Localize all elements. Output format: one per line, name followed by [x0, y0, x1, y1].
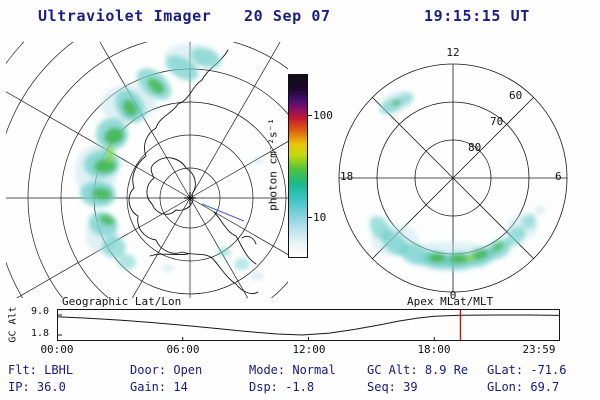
status-label: GLon: — [487, 380, 524, 394]
status-label: Seq: — [367, 380, 396, 394]
status-value: 36.0 — [36, 380, 66, 394]
geo-coastline — [128, 49, 259, 295]
status-value: Open — [173, 363, 203, 377]
status-label: GC Alt: — [367, 363, 418, 377]
status-bar: Flt: LBHL Door: Open Mode: Normal GC Alt… — [8, 362, 596, 398]
timeline-xtick-0000: 00:00 — [40, 343, 74, 356]
status-value: 39 — [403, 380, 418, 394]
status-ip: IP: 36.0 — [8, 380, 66, 394]
status-value: LBHL — [44, 363, 74, 377]
status-value: 14 — [173, 380, 188, 394]
colorbar-tick-10: 10 — [313, 211, 327, 224]
colorbar-units-label: photon cm⁻²s⁻¹ — [266, 118, 280, 211]
header-date: 20 Sep 07 — [244, 7, 331, 25]
status-value: 69.7 — [530, 380, 560, 394]
colorbar-tickmark-10 — [307, 217, 312, 218]
status-value: 8.9 Re — [424, 363, 469, 377]
apex-mlt-6-label: 6 — [555, 170, 562, 183]
status-flt: Flt: LBHL — [8, 363, 73, 377]
apex-aurora-emission — [369, 90, 545, 271]
apex-mlat-60-label: 60 — [509, 89, 523, 102]
timeline-ytick-90: 9.0 — [30, 306, 49, 317]
altitude-plot — [57, 309, 560, 341]
apex-mlat-80-label: 80 — [468, 141, 482, 154]
apex-mlt-12-label: 12 — [446, 46, 460, 59]
apex-mlt-0-label: 0 — [449, 289, 457, 302]
colorbar-tickmark-100 — [307, 115, 312, 116]
status-label: IP: — [8, 380, 30, 394]
status-value: -1.8 — [285, 380, 315, 394]
timeline-ytick-18: 1.8 — [30, 328, 49, 339]
timeline-xtick-1200: 12:00 — [292, 343, 326, 356]
status-door: Door: Open — [130, 363, 202, 377]
status-label: Door: — [130, 363, 167, 377]
status-seq: Seq: 39 — [367, 380, 418, 394]
status-label: Dsp: — [249, 380, 278, 394]
timeline-left-title: Geographic Lat/Lon — [62, 295, 182, 308]
apex-image-panel — [338, 63, 568, 293]
app-title: Ultraviolet Imager — [38, 7, 212, 25]
status-gc-alt: GC Alt: 8.9 Re — [367, 363, 468, 377]
status-mode: Mode: Normal — [249, 363, 336, 377]
timeline-xtick-2359: 23:59 — [522, 343, 556, 356]
geo-image-panel — [6, 42, 288, 298]
timeline-y-axis-label: GC Alt — [7, 306, 19, 343]
timeline-xtick-1800: 18:00 — [417, 343, 451, 356]
status-gain: Gain: 14 — [130, 380, 188, 394]
status-glon: GLon: 69.7 — [487, 380, 559, 394]
colorbar — [288, 74, 308, 258]
colorbar-tick-100: 100 — [313, 109, 333, 122]
timeline-xtick-0600: 06:00 — [166, 343, 200, 356]
status-dsp: Dsp: -1.8 — [249, 380, 314, 394]
status-value: -71.6 — [530, 363, 567, 377]
header-time: 19:15:15 UT — [424, 7, 530, 25]
status-label: Mode: — [249, 363, 286, 377]
status-glat: GLat: -71.6 — [487, 363, 566, 377]
geo-aurora-emission — [75, 44, 264, 280]
status-value: Normal — [292, 363, 336, 377]
status-label: GLat: — [487, 363, 524, 377]
apex-mlat-70-label: 70 — [490, 115, 504, 128]
timeline-right-title: Apex MLat/MLT — [407, 295, 494, 308]
apex-mlat-mlt-grid — [338, 63, 568, 293]
status-label: Gain: — [130, 380, 167, 394]
apex-mlt-18-label: 18 — [340, 170, 354, 183]
status-label: Flt: — [8, 363, 37, 377]
